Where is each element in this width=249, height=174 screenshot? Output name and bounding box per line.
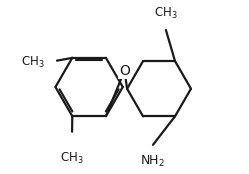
Text: CH$_3$: CH$_3$	[154, 6, 178, 21]
Text: NH$_2$: NH$_2$	[140, 153, 166, 169]
Text: O: O	[119, 64, 130, 78]
Text: CH$_3$: CH$_3$	[21, 55, 45, 70]
Text: CH$_3$: CH$_3$	[60, 151, 84, 166]
